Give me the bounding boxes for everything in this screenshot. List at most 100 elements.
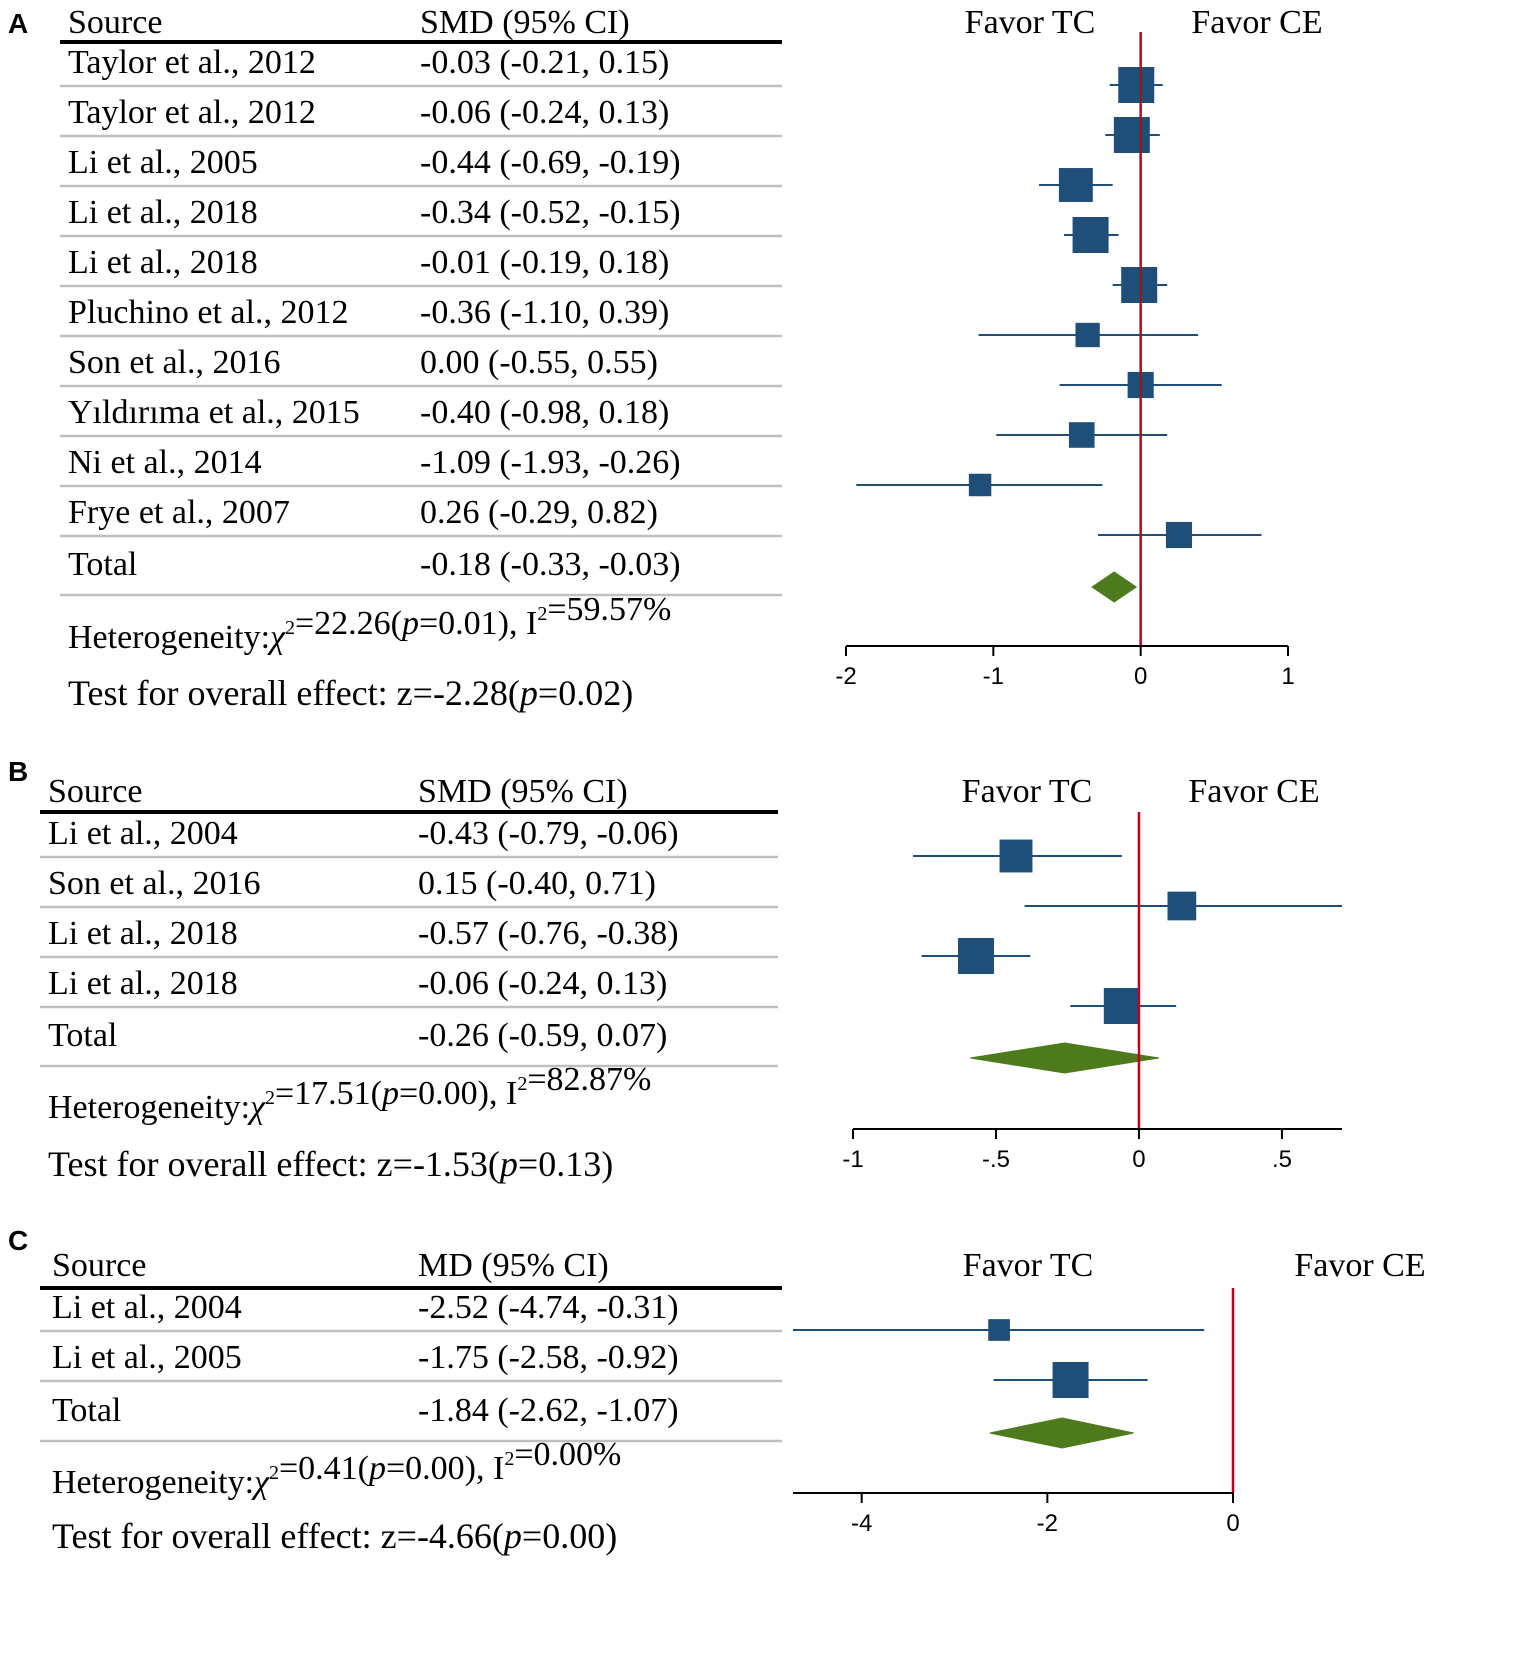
study-row: Li et al., 2004 -2.52 (-4.74, -0.31) (40, 1289, 1205, 1341)
study-estimate: -0.03 (-0.21, 0.15) (420, 44, 669, 81)
point-estimate-square (1068, 422, 1095, 448)
heterogeneity-p-sym: p (380, 1075, 399, 1112)
column-header-estimate: SMD (95% CI) (420, 4, 630, 41)
heterogeneity-chi: χ (247, 1089, 266, 1126)
study-row: Son et al., 2016 0.00 (-0.55, 0.55) (60, 344, 1222, 399)
point-estimate-square (957, 938, 994, 974)
study-estimate: -1.75 (-2.58, -0.92) (418, 1339, 679, 1376)
column-header-source: Source (52, 1247, 146, 1284)
total-row: Total -0.26 (-0.59, 0.07) (40, 1017, 1160, 1074)
favor-right-label: Favor CE (1188, 773, 1319, 810)
x-axis-tick-label: 0 (1134, 663, 1147, 690)
x-axis-tick-label: -1 (983, 663, 1004, 690)
heterogeneity-prefix: Heterogeneity: (52, 1464, 254, 1501)
x-axis-tick-label: -2 (835, 663, 856, 690)
study-source: Li et al., 2004 (52, 1289, 242, 1326)
overall-effect-text: Test for overall effect: z=-2.28(p=0.02) (68, 673, 633, 713)
point-estimate-square (1121, 267, 1158, 303)
forest-panel-b: B Source SMD (95% CI) Favor TC Favor CE Li et… (8, 756, 1342, 1184)
total-estimate: -0.26 (-0.59, 0.07) (418, 1017, 667, 1054)
study-source: Taylor et al., 2012 (68, 94, 316, 131)
heterogeneity-chi: χ (267, 619, 286, 656)
favor-right-label: Favor CE (1294, 1247, 1425, 1284)
study-row: Pluchino et al., 2012 -0.36 (-1.10, 0.39) (60, 294, 1199, 348)
study-source: Li et al., 2018 (68, 244, 258, 281)
point-estimate-square (1113, 117, 1150, 153)
heterogeneity-p-val: =0.00), I (399, 1075, 517, 1112)
heterogeneity-text: Heterogeneity:χ2=0.41(p=0.00), I2=0.00% (52, 1436, 621, 1501)
overall-p-val: =0.02) (538, 673, 633, 713)
heterogeneity-text: Heterogeneity:χ2=17.51(p=0.00), I2=82.87… (48, 1061, 651, 1126)
study-estimate: -0.36 (-1.10, 0.39) (420, 294, 669, 331)
study-row: Yıldırıma et al., 2015 -0.40 (-0.98, 0.18… (60, 394, 1168, 448)
heterogeneity-mid: =22.26( (295, 605, 402, 642)
study-row: Li et al., 2018 -0.34 (-0.52, -0.15) (60, 194, 1119, 253)
x-axis-tick-label: -2 (1037, 1510, 1058, 1537)
study-source: Ni et al., 2014 (68, 444, 262, 481)
study-estimate: -0.01 (-0.19, 0.18) (420, 244, 669, 281)
x-axis-tick-label: -4 (851, 1510, 872, 1537)
study-row: Taylor et al., 2012 -0.03 (-0.21, 0.15) (60, 44, 1163, 103)
heterogeneity-mid: =0.41( (279, 1450, 369, 1487)
x-axis-tick-label: .5 (1272, 1146, 1292, 1173)
heterogeneity-sup: 2 (265, 1087, 275, 1109)
study-source: Li et al., 2018 (68, 194, 258, 231)
column-header-estimate: MD (95% CI) (418, 1247, 609, 1284)
heterogeneity-sup: 2 (504, 1448, 514, 1470)
x-axis-tick-label: 0 (1226, 1510, 1239, 1537)
point-estimate-square (1072, 217, 1109, 253)
overall-p-sym: p (517, 673, 538, 713)
favor-left-label: Favor TC (962, 773, 1093, 810)
study-row: Taylor et al., 2012 -0.06 (-0.24, 0.13) (60, 94, 1160, 153)
heterogeneity-prefix: Heterogeneity: (48, 1089, 250, 1126)
study-source: Frye et al., 2007 (68, 494, 290, 531)
heterogeneity-p-val: =0.00), I (386, 1450, 504, 1487)
study-estimate: -0.44 (-0.69, -0.19) (420, 144, 681, 181)
study-source: Li et al., 2005 (52, 1339, 242, 1376)
x-axis-tick-label: 1 (1281, 663, 1294, 690)
overall-p-sym: p (501, 1516, 522, 1556)
study-source: Li et al., 2018 (48, 965, 238, 1002)
forest-panel-a: A Source SMD (95% CI) Favor TC Favor CE Taylo… (8, 4, 1323, 713)
column-header-source: Source (68, 4, 162, 41)
study-row: Li et al., 2018 -0.06 (-0.24, 0.13) (40, 965, 1177, 1024)
total-row: Total -0.18 (-0.33, -0.03) (60, 546, 1138, 603)
panel-label: B (8, 756, 28, 787)
study-estimate: -2.52 (-4.74, -0.31) (418, 1289, 679, 1326)
heterogeneity-i2-val: =0.00% (514, 1436, 621, 1473)
overall-prefix: Test for overall effect: z=-4.66( (52, 1516, 504, 1556)
study-row: Li et al., 2005 -0.44 (-0.69, -0.19) (60, 144, 1113, 202)
pooled-estimate-diamond (970, 1042, 1160, 1074)
heterogeneity-p-val: =0.01), I (419, 605, 537, 642)
study-estimate: -0.43 (-0.79, -0.06) (418, 815, 679, 852)
heterogeneity-p-sym: p (400, 605, 419, 642)
total-row: Total -1.84 (-2.62, -1.07) (40, 1392, 1134, 1449)
study-source: Li et al., 2005 (68, 144, 258, 181)
x-axis-tick-label: -.5 (982, 1146, 1010, 1173)
point-estimate-square (999, 839, 1033, 873)
study-estimate: -0.40 (-0.98, 0.18) (420, 394, 669, 431)
heterogeneity-chi: χ (251, 1464, 270, 1501)
study-estimate: 0.15 (-0.40, 0.71) (418, 865, 656, 902)
point-estimate-square (1165, 521, 1193, 549)
x-axis-tick-label: -1 (842, 1146, 863, 1173)
study-row: Li et al., 2005 -1.75 (-2.58, -0.92) (40, 1339, 1148, 1398)
study-source: Pluchino et al., 2012 (68, 294, 348, 331)
x-axis-tick-label: 0 (1132, 1146, 1145, 1173)
heterogeneity-i2-val: =59.57% (547, 591, 671, 628)
column-header-source: Source (48, 773, 142, 810)
study-source: Son et al., 2016 (48, 865, 260, 902)
study-estimate: -0.06 (-0.24, 0.13) (418, 965, 667, 1002)
study-estimate: -0.34 (-0.52, -0.15) (420, 194, 681, 231)
heterogeneity-i2-val: =82.87% (527, 1061, 651, 1098)
heterogeneity-prefix: Heterogeneity: (68, 619, 270, 656)
overall-effect-text: Test for overall effect: z=-1.53(p=0.13) (48, 1144, 613, 1184)
total-estimate: -1.84 (-2.62, -1.07) (418, 1392, 679, 1429)
total-label: Total (68, 546, 137, 583)
forest-panel-c: C Source MD (95% CI) Favor TC Favor CE Li et … (8, 1225, 1426, 1556)
overall-p-val: =0.00) (522, 1516, 617, 1556)
heterogeneity-sup: 2 (269, 1462, 279, 1484)
study-source: Li et al., 2004 (48, 815, 238, 852)
point-estimate-square (1118, 67, 1155, 103)
